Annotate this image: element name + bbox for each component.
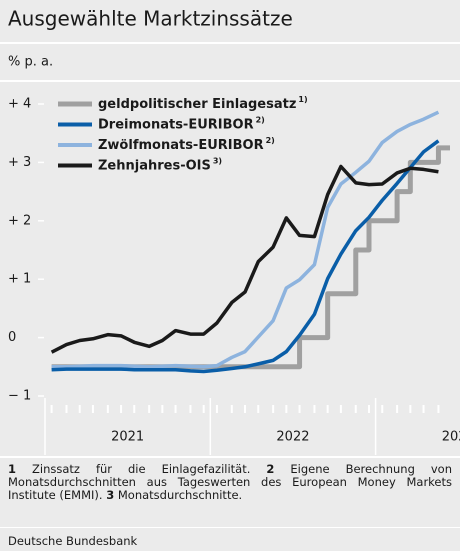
y-tick-label: 0 bbox=[8, 330, 16, 345]
legend-label: Zehnjahres-OIS 3) bbox=[98, 156, 222, 173]
separator bbox=[0, 42, 460, 44]
legend-name: Zwölfmonats-EURIBOR bbox=[98, 138, 264, 153]
unit-label: % p. a. bbox=[8, 55, 53, 70]
separator bbox=[0, 80, 460, 82]
legend-label: Dreimonats-EURIBOR 2) bbox=[98, 115, 265, 132]
footnote-number: 2 bbox=[266, 462, 275, 476]
y-tick-label: − 1 bbox=[8, 388, 31, 403]
series-line bbox=[51, 139, 440, 374]
separator bbox=[0, 456, 460, 458]
y-tick-label: + 1 bbox=[8, 272, 31, 287]
footnote-text: Zinssatz für die Einlagefazilität. bbox=[32, 462, 251, 476]
y-tick-label: + 2 bbox=[8, 213, 31, 228]
footnote-text: Eigene Berechnung von Monatsdurchschnitt… bbox=[8, 462, 452, 502]
separator bbox=[0, 527, 460, 528]
footnotes: 1 Zinssatz für die Einlagefazilität. 2 E… bbox=[8, 463, 452, 502]
legend-note: 1) bbox=[298, 95, 307, 104]
series-line bbox=[50, 164, 439, 354]
y-tick-label: + 3 bbox=[8, 155, 31, 170]
legend-note: 2) bbox=[266, 136, 275, 145]
footnote-number: 3 bbox=[106, 488, 115, 502]
x-tick-label: 2023 bbox=[442, 430, 460, 445]
legend-name: geldpolitischer Einlagesatz bbox=[98, 97, 296, 112]
x-tick-label: 2021 bbox=[111, 430, 144, 445]
legend-name: Dreimonats-EURIBOR bbox=[98, 117, 254, 132]
y-tick-label: + 4 bbox=[8, 97, 31, 112]
legend-note: 2) bbox=[256, 115, 265, 124]
legend-name: Zehnjahres-OIS bbox=[98, 158, 211, 173]
x-tick-label: 2022 bbox=[276, 430, 309, 445]
series-line bbox=[51, 110, 440, 369]
footnote-number: 1 bbox=[8, 462, 17, 476]
footnote-text: Monatsdurchschnitte. bbox=[117, 488, 243, 502]
chart: Ausgewählte Marktzinssätze % p. a. − 1 0 +… bbox=[8, 7, 460, 455]
legend-label: geldpolitischer Einlagesatz 1) bbox=[98, 95, 308, 112]
legend-note: 3) bbox=[213, 156, 222, 165]
legend-label: Zwölfmonats-EURIBOR 2) bbox=[98, 136, 275, 153]
source: Deutsche Bundesbank bbox=[8, 534, 138, 548]
chart-title: Ausgewählte Marktzinssätze bbox=[8, 7, 293, 31]
